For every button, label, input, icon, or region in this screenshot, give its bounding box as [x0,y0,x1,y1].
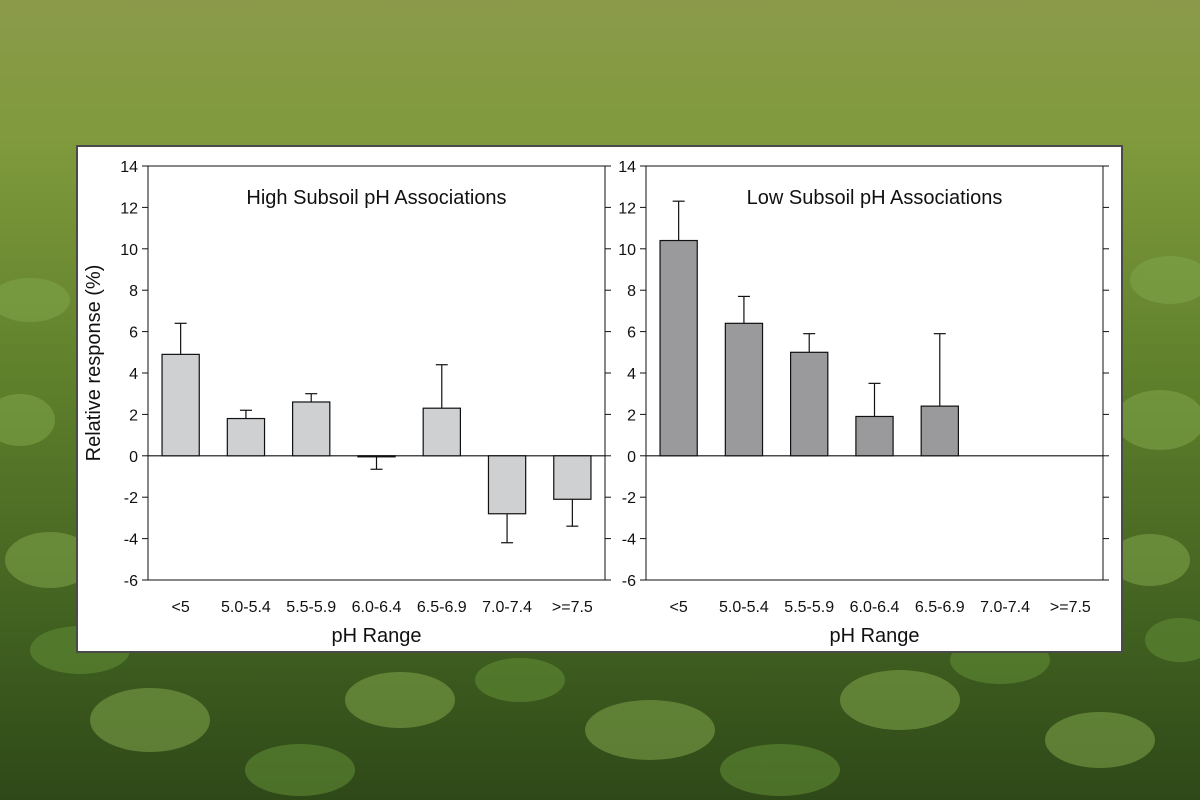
chart-title: Low Subsoil pH Associations [747,187,1003,209]
plot-area-border [645,165,1104,581]
y-tick-label: 0 [627,449,636,466]
y-tick-label: -4 [622,532,636,549]
x-tick-label: 5.5-5.9 [286,599,336,616]
y-tick-label: 12 [120,200,138,217]
y-tick-label: 14 [618,159,636,176]
chart-panel [76,145,1123,653]
y-axis-title: Relative response (%) [83,265,105,462]
y-tick-label: 6 [627,325,636,342]
x-tick-label: <5 [172,599,190,616]
y-tick-label: 8 [129,283,138,300]
y-tick-label: -2 [622,490,636,507]
y-tick-label: -6 [622,573,636,590]
bar [226,417,266,457]
y-tick-label: 2 [129,407,138,424]
bar [659,239,698,457]
bar [790,351,829,457]
bar [553,455,592,500]
x-tick-label: >=7.5 [1050,599,1091,616]
bar [724,322,764,457]
x-tick-label: >=7.5 [552,599,593,616]
x-tick-label: <5 [670,599,688,616]
chart-2: -6 -4 -2 0 2 4 6 8 10 12 14 <5 5.0-5.4 5.5-5.9 6.0-6.4… [618,159,1109,647]
bar [357,455,396,458]
y-tick-label: 14 [120,159,138,176]
x-tick-label: 5.0-5.4 [719,599,769,616]
x-tick-label: 7.0-7.4 [482,599,532,616]
x-tick-label: 6.0-6.4 [352,599,402,616]
y-tick-label: 12 [618,200,636,217]
x-axis-title: pH Range [331,625,421,647]
bar [487,455,527,515]
bar [161,353,200,457]
y-tick-label: 10 [618,242,636,259]
y-tick-label: 0 [129,449,138,466]
x-tick-label: 7.0-7.4 [980,599,1030,616]
x-tick-label: 6.5-6.9 [915,599,965,616]
y-tick-label: 2 [627,407,636,424]
y-tick-label: -2 [124,490,138,507]
chart-1: -6 -4 -2 0 2 4 6 8 10 12 14 <5 5.0-5.4 5.5-5.9 6.0-6.4… [83,159,611,647]
chart-title: High Subsoil pH Associations [246,187,506,209]
x-tick-label: 6.0-6.4 [850,599,900,616]
plot-area-border [147,165,606,581]
y-tick-label: 4 [627,366,636,383]
x-tick-label: 5.5-5.9 [784,599,834,616]
y-tick-label: 10 [120,242,138,259]
y-tick-label: -6 [124,573,138,590]
y-tick-label: 6 [129,325,138,342]
x-tick-label: 5.0-5.4 [221,599,271,616]
bar [422,407,461,457]
y-tick-label: 8 [627,283,636,300]
x-axis-title: pH Range [829,625,919,647]
x-tick-label: 6.5-6.9 [417,599,467,616]
y-tick-label: 4 [129,366,138,383]
bar [292,401,331,457]
y-tick-label: -4 [124,532,138,549]
bar [920,405,959,457]
bar [855,415,894,457]
